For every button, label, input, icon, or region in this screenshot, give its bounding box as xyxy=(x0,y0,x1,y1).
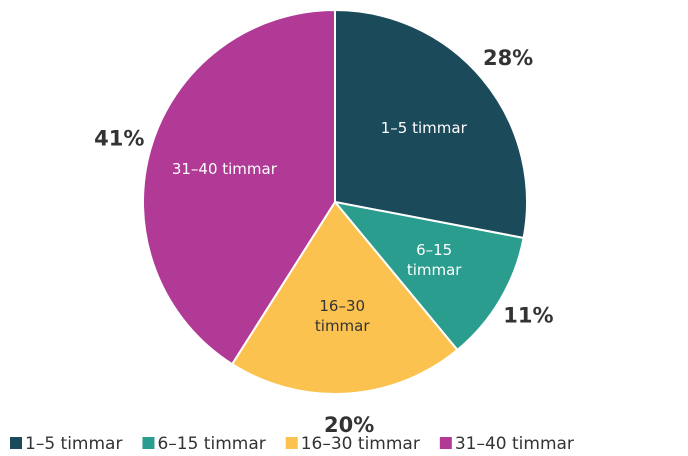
pie-slice xyxy=(142,8,336,366)
pie-slice xyxy=(332,200,525,352)
legend-label: 1–5 timmar xyxy=(25,434,122,454)
slice-label-box: 31–40 timmar xyxy=(171,160,277,179)
slice-label-box: 16–30 timmar xyxy=(314,297,370,335)
value-label: 41% xyxy=(94,126,144,150)
value-label: 20% xyxy=(324,413,374,437)
legend-label: 16–30 timmar xyxy=(301,434,420,454)
legend-swatch xyxy=(285,437,298,449)
value-label: 11% xyxy=(503,303,553,327)
legend-label: 31–40 timmar xyxy=(455,434,574,454)
legend-swatch xyxy=(439,437,452,449)
slice-label: 16–30 timmar xyxy=(314,297,370,335)
slice-label-box: 6–15 timmar xyxy=(406,241,462,279)
pie-slice xyxy=(230,200,459,395)
slice-label: 31–40 timmar xyxy=(171,160,277,179)
pie-slice xyxy=(334,8,528,240)
slice-label-box: 1–5 timmar xyxy=(380,118,467,137)
slice-label: 6–15 timmar xyxy=(406,241,462,279)
slice-label: 1–5 timmar xyxy=(380,118,467,137)
legend-label: 6–15 timmar xyxy=(157,434,265,454)
legend-swatch xyxy=(10,437,22,449)
legend-swatch xyxy=(142,437,155,449)
value-label: 28% xyxy=(483,46,533,70)
